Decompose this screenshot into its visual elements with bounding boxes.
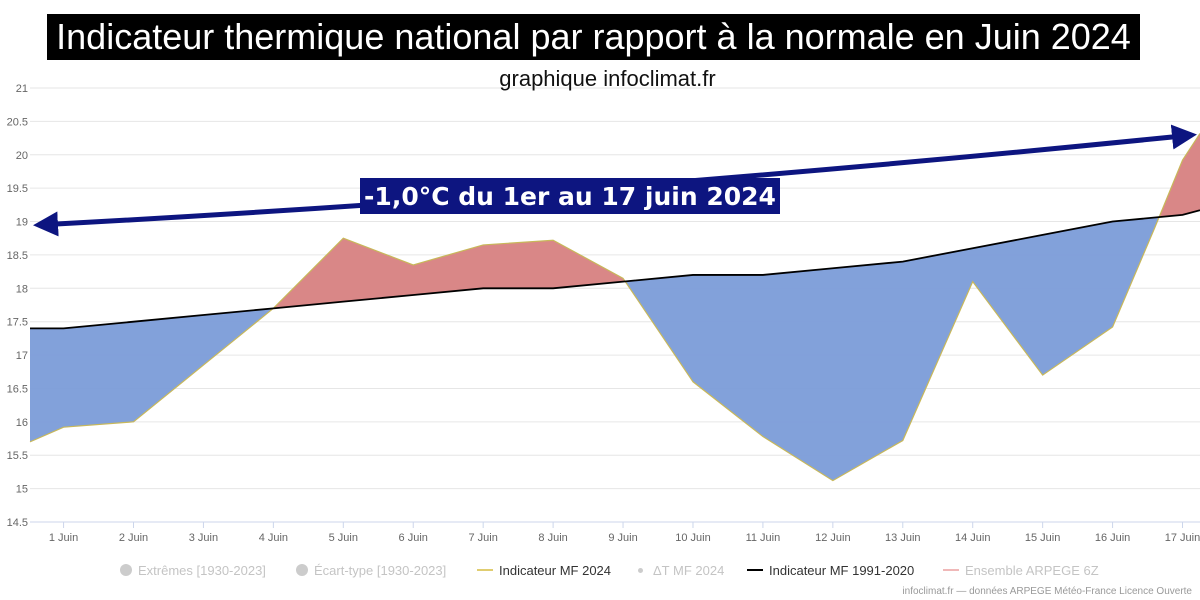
legend-item-normale[interactable]: Indicateur MF 1991-2020 — [747, 561, 914, 581]
x-tick-label: 6 Juin — [399, 532, 428, 544]
x-tick-label: 7 Juin — [468, 532, 497, 544]
annotation-box — [360, 178, 780, 214]
chart-legend: Extrêmes [1930-2023] Écart-type [1930-20… — [0, 561, 1200, 581]
anomaly-areas — [30, 133, 1200, 481]
y-tick-label: 14.5 — [7, 517, 28, 529]
chart-title: Indicateur thermique national par rappor… — [47, 14, 1140, 60]
x-axis-ticks: 1 Juin 2 Juin 3 Juin 4 Juin 5 Juin 6 Juin 7 Ju… — [49, 522, 1200, 544]
legend-dot-icon — [638, 568, 643, 573]
area-above-normal — [273, 238, 626, 309]
x-tick-label: 5 Juin — [329, 532, 358, 544]
y-tick-label: 19.5 — [7, 183, 28, 195]
credits[interactable]: infoclimat.fr — données ARPEGE Météo-Fra… — [902, 586, 1192, 597]
x-tick-label: 16 Juin — [1095, 532, 1130, 544]
legend-label: Ensemble ARPEGE 6Z — [965, 563, 1099, 578]
y-tick-label: 16.5 — [7, 383, 28, 395]
y-tick-label: 20 — [16, 150, 28, 162]
y-tick-label: 15 — [16, 484, 28, 496]
chart-subtitle: graphique infoclimat.fr — [499, 66, 716, 91]
y-tick-label: 18.5 — [7, 250, 28, 262]
area-below-normal — [625, 217, 1160, 481]
area-above-normal — [1159, 133, 1200, 218]
annotation-text: -1,0°C du 1er au 17 juin 2024 — [364, 182, 776, 211]
y-axis-ticks: 14.5 15 15.5 16 16.5 17 17.5 18 18.5 19 19.5 20 20.5… — [7, 83, 28, 529]
legend-item-delta-t[interactable]: ΔT MF 2024 — [638, 561, 724, 581]
y-tick-label: 19 — [16, 217, 28, 229]
legend-item-extremes[interactable]: Extrêmes [1930-2023] — [120, 561, 266, 581]
legend-item-ecart-type[interactable]: Écart-type [1930-2023] — [296, 561, 446, 581]
line-indicateur-2024 — [29, 133, 1200, 482]
y-tick-label: 17.5 — [7, 317, 28, 329]
x-tick-label: 1 Juin — [49, 532, 78, 544]
legend-label: Extrêmes [1930-2023] — [138, 563, 266, 578]
y-tick-label: 18 — [16, 283, 28, 295]
y-tick-label: 20.5 — [7, 116, 28, 128]
x-tick-label: 8 Juin — [538, 532, 567, 544]
legend-label: ΔT MF 2024 — [653, 563, 725, 578]
legend-line-icon — [477, 569, 493, 571]
y-tick-label: 16 — [16, 417, 28, 429]
x-tick-label: 17 Juin — [1165, 532, 1200, 544]
legend-item-arpege[interactable]: Ensemble ARPEGE 6Z — [943, 561, 1099, 581]
x-tick-label: 12 Juin — [815, 532, 850, 544]
x-tick-label: 11 Juin — [746, 532, 781, 544]
legend-line-icon — [747, 569, 763, 571]
x-tick-label: 15 Juin — [1025, 532, 1060, 544]
legend-dot-icon — [120, 564, 132, 576]
annotation-group: -1,0°C du 1er au 17 juin 2024 — [33, 124, 1197, 237]
x-tick-label: 14 Juin — [955, 532, 990, 544]
y-tick-label: 15.5 — [7, 450, 28, 462]
legend-label: Indicateur MF 2024 — [499, 563, 612, 578]
legend-item-indicateur-2024[interactable]: Indicateur MF 2024 — [477, 561, 611, 581]
legend-line-icon — [943, 569, 959, 571]
x-tick-label: 10 Juin — [675, 532, 710, 544]
legend-dot-icon — [296, 564, 308, 576]
x-tick-label: 4 Juin — [259, 532, 288, 544]
x-tick-label: 9 Juin — [608, 532, 637, 544]
legend-label: Écart-type [1930-2023] — [314, 563, 447, 578]
legend-label: Indicateur MF 1991-2020 — [769, 563, 915, 578]
y-tick-label: 17 — [16, 350, 28, 362]
x-tick-label: 3 Juin — [189, 532, 218, 544]
y-tick-label: 21 — [16, 83, 28, 95]
area-below-normal — [30, 308, 274, 442]
x-tick-label: 13 Juin — [885, 532, 920, 544]
x-tick-label: 2 Juin — [119, 532, 148, 544]
